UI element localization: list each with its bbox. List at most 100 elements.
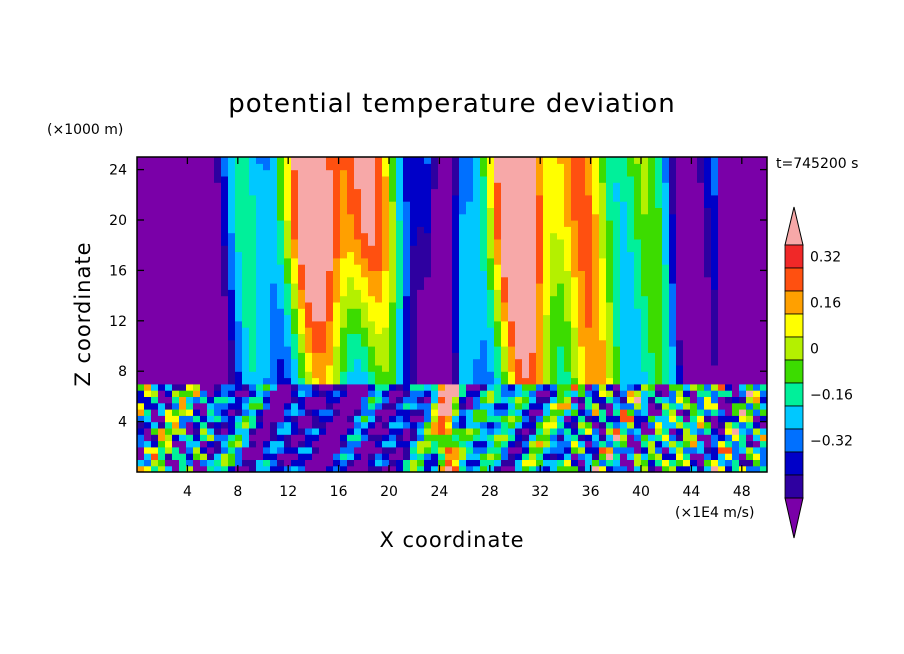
contour-cell xyxy=(641,377,649,385)
contour-cell xyxy=(732,289,740,297)
contour-cell xyxy=(340,169,348,177)
contour-cell xyxy=(235,308,243,316)
contour-cell xyxy=(186,320,194,328)
contour-cell xyxy=(431,339,439,347)
contour-cell xyxy=(669,314,677,322)
contour-cell xyxy=(613,390,621,397)
contour-cell xyxy=(277,358,285,366)
contour-cell xyxy=(417,314,425,322)
contour-cell xyxy=(557,396,565,404)
contour-cell xyxy=(718,402,726,410)
contour-cell xyxy=(340,226,348,234)
contour-cell xyxy=(172,182,180,190)
contour-cell xyxy=(641,295,649,303)
contour-cell xyxy=(613,220,621,227)
contour-cell xyxy=(571,220,579,227)
contour-cell xyxy=(354,194,362,202)
contour-cell xyxy=(200,251,208,259)
contour-cell xyxy=(347,314,355,322)
contour-cell xyxy=(753,459,761,467)
contour-cell xyxy=(361,427,369,435)
contour-cell xyxy=(193,333,201,341)
contour-cell xyxy=(403,314,411,322)
contour-cell xyxy=(207,207,215,215)
contour-cell xyxy=(354,390,362,397)
contour-cell xyxy=(564,308,572,316)
contour-cell xyxy=(536,415,544,423)
contour-cell xyxy=(676,270,684,278)
contour-cell xyxy=(193,371,201,379)
colorbar-label: 0 xyxy=(810,342,819,358)
contour-cell xyxy=(382,415,390,423)
contour-cell xyxy=(557,308,565,316)
contour-cell xyxy=(711,346,719,353)
contour-cell xyxy=(144,232,152,240)
contour-cell xyxy=(641,320,649,328)
contour-cell xyxy=(676,207,684,215)
contour-cell xyxy=(312,402,320,410)
contour-cell xyxy=(214,320,222,328)
contour-cell xyxy=(193,257,201,265)
contour-cell xyxy=(676,415,684,423)
contour-cell xyxy=(228,377,236,385)
contour-cell xyxy=(543,238,551,246)
contour-cell xyxy=(522,465,530,472)
contour-cell xyxy=(403,251,411,259)
contour-cell xyxy=(641,446,649,454)
contour-cell xyxy=(277,213,285,221)
contour-cell xyxy=(312,396,320,404)
contour-cell xyxy=(200,446,208,454)
contour-cell xyxy=(746,257,754,265)
contour-cell xyxy=(466,446,474,454)
contour-cell xyxy=(221,459,229,467)
contour-cell xyxy=(536,264,544,271)
contour-cell xyxy=(550,169,558,177)
contour-cell xyxy=(494,434,502,442)
contour-cell xyxy=(452,188,460,196)
contour-cell xyxy=(249,188,257,196)
contour-cell xyxy=(746,308,754,316)
contour-cell xyxy=(424,276,432,284)
contour-cell xyxy=(529,232,537,240)
contour-cell xyxy=(361,264,369,271)
contour-cell xyxy=(214,402,222,410)
contour-cell xyxy=(333,314,341,322)
contour-cell xyxy=(277,333,285,341)
contour-cell xyxy=(732,396,740,404)
contour-cell xyxy=(690,283,698,290)
contour-cell xyxy=(725,415,733,423)
contour-cell xyxy=(501,257,509,265)
contour-cell xyxy=(144,371,152,379)
contour-cell xyxy=(165,453,173,460)
contour-cell xyxy=(732,314,740,322)
contour-cell xyxy=(711,264,719,271)
contour-cell xyxy=(200,327,208,334)
contour-cell xyxy=(480,459,488,467)
contour-cell xyxy=(382,163,390,171)
contour-cell xyxy=(613,371,621,379)
contour-cell xyxy=(585,182,593,190)
contour-cell xyxy=(585,194,593,202)
contour-cell xyxy=(760,289,767,297)
contour-cell xyxy=(515,169,523,177)
contour-cell xyxy=(424,459,432,467)
contour-cell xyxy=(690,270,698,278)
contour-cell xyxy=(445,320,453,328)
contour-cell xyxy=(445,314,453,322)
contour-cell xyxy=(725,232,733,240)
contour-cell xyxy=(753,283,761,290)
contour-cell xyxy=(494,169,502,177)
contour-cell xyxy=(382,251,390,259)
contour-cell xyxy=(655,427,663,435)
contour-cell xyxy=(718,270,726,278)
contour-cell xyxy=(620,238,628,246)
contour-cell xyxy=(424,169,432,177)
contour-cell xyxy=(704,421,712,429)
contour-cell xyxy=(452,421,460,429)
contour-cell xyxy=(760,465,767,472)
contour-cell xyxy=(557,465,565,472)
contour-cell xyxy=(725,201,733,208)
contour-cell xyxy=(529,339,537,347)
contour-cell xyxy=(417,327,425,334)
contour-cell xyxy=(466,175,474,183)
